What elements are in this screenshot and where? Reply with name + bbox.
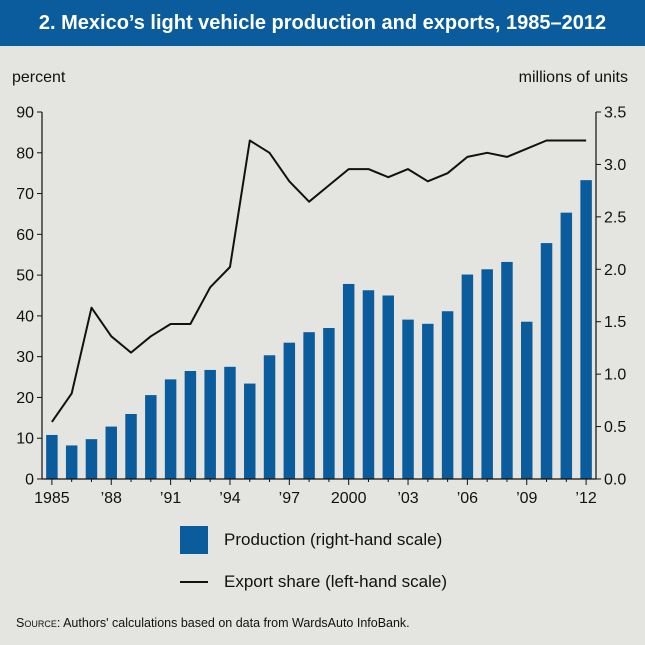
legend-bar-swatch: [180, 526, 208, 554]
left-tick-label: 70: [16, 186, 34, 203]
x-tick-label: ’03: [397, 490, 418, 507]
right-tick-label: 2.5: [604, 209, 626, 226]
bar-2004: [422, 323, 434, 479]
bar-1997: [283, 342, 296, 479]
legend-production-label: Production (right-hand scale): [224, 530, 443, 549]
bar-1994: [224, 366, 236, 479]
source-note: Source: Authors' calculations based on d…: [16, 616, 410, 630]
bar-1989: [125, 413, 137, 479]
left-tick-label: 30: [16, 349, 34, 366]
bar-1995: [244, 383, 256, 479]
left-tick-label: 80: [16, 145, 34, 162]
bar-1999: [323, 328, 335, 479]
bar-1993: [204, 369, 216, 479]
bar-1992: [184, 370, 197, 479]
bar-2009: [521, 321, 533, 479]
left-tick-label: 50: [16, 268, 34, 285]
bar-1988: [105, 426, 117, 479]
left-tick-label: 0: [25, 472, 34, 489]
x-tick-label: 1985: [34, 490, 70, 507]
bar-1986: [65, 445, 78, 479]
right-tick-label: 1.0: [604, 367, 626, 384]
left-tick-label: 40: [16, 308, 34, 325]
bar-2006: [461, 274, 474, 479]
bar-2012: [580, 180, 592, 479]
bar-1987: [85, 439, 98, 479]
x-tick-label: 2000: [331, 490, 367, 507]
left-axis-title: percent: [12, 69, 66, 86]
right-tick-label: 3.5: [604, 105, 626, 122]
x-tick-label: ’12: [575, 490, 596, 507]
bar-2008: [501, 261, 513, 479]
x-tick-label: ’94: [219, 490, 240, 507]
plot-group: percent millions of units 0 10 20 30 40 50 60 70 8…: [12, 69, 628, 507]
bar-2002: [382, 295, 394, 479]
legend-export: Export share (left-hand scale): [180, 568, 447, 596]
left-tick-label: 60: [16, 227, 34, 244]
right-axis-title: millions of units: [519, 69, 628, 86]
bar-2003: [402, 319, 414, 479]
left-tick-label: 20: [16, 390, 34, 407]
bar-2011: [560, 212, 573, 480]
bar-2010: [540, 243, 553, 479]
right-tick-label: 1.5: [604, 314, 626, 331]
bar-2007: [481, 269, 493, 479]
legend-export-label: Export share (left-hand scale): [224, 572, 447, 591]
x-tick-label: ’88: [101, 490, 122, 507]
bar-2005: [441, 311, 454, 479]
source-text: : Authors' calculations based on data fr…: [56, 616, 410, 630]
right-tick-label: 0.5: [604, 419, 626, 436]
right-tick-label: 2.0: [604, 262, 626, 279]
bar-1991: [164, 379, 177, 479]
legend-production: Production (right-hand scale): [180, 526, 442, 554]
source-label: Source: [16, 616, 57, 630]
left-tick-label: 90: [16, 105, 34, 122]
x-tick-label: ’06: [457, 490, 478, 507]
bar-2001: [362, 290, 375, 479]
legend-line-swatch: [180, 581, 208, 583]
bar-1990: [145, 395, 157, 479]
left-tick-label: 10: [16, 431, 34, 448]
export-share-line: [51, 139, 587, 423]
chart-title: 2. Mexico’s light vehicle production and…: [0, 0, 645, 46]
bar-2000: [342, 283, 355, 479]
bar-1996: [263, 355, 276, 479]
chart-area: percent millions of units 0 10 20 30 40 50 60 70 8…: [12, 69, 628, 507]
x-tick-label: ’97: [279, 490, 300, 507]
bar-1998: [303, 332, 315, 479]
x-tick-label: ’09: [516, 490, 537, 507]
right-tick-label: 0.0: [604, 472, 626, 489]
bar-1985: [46, 434, 58, 479]
right-tick-label: 3.0: [604, 157, 626, 174]
x-tick-label: ’91: [160, 490, 181, 507]
